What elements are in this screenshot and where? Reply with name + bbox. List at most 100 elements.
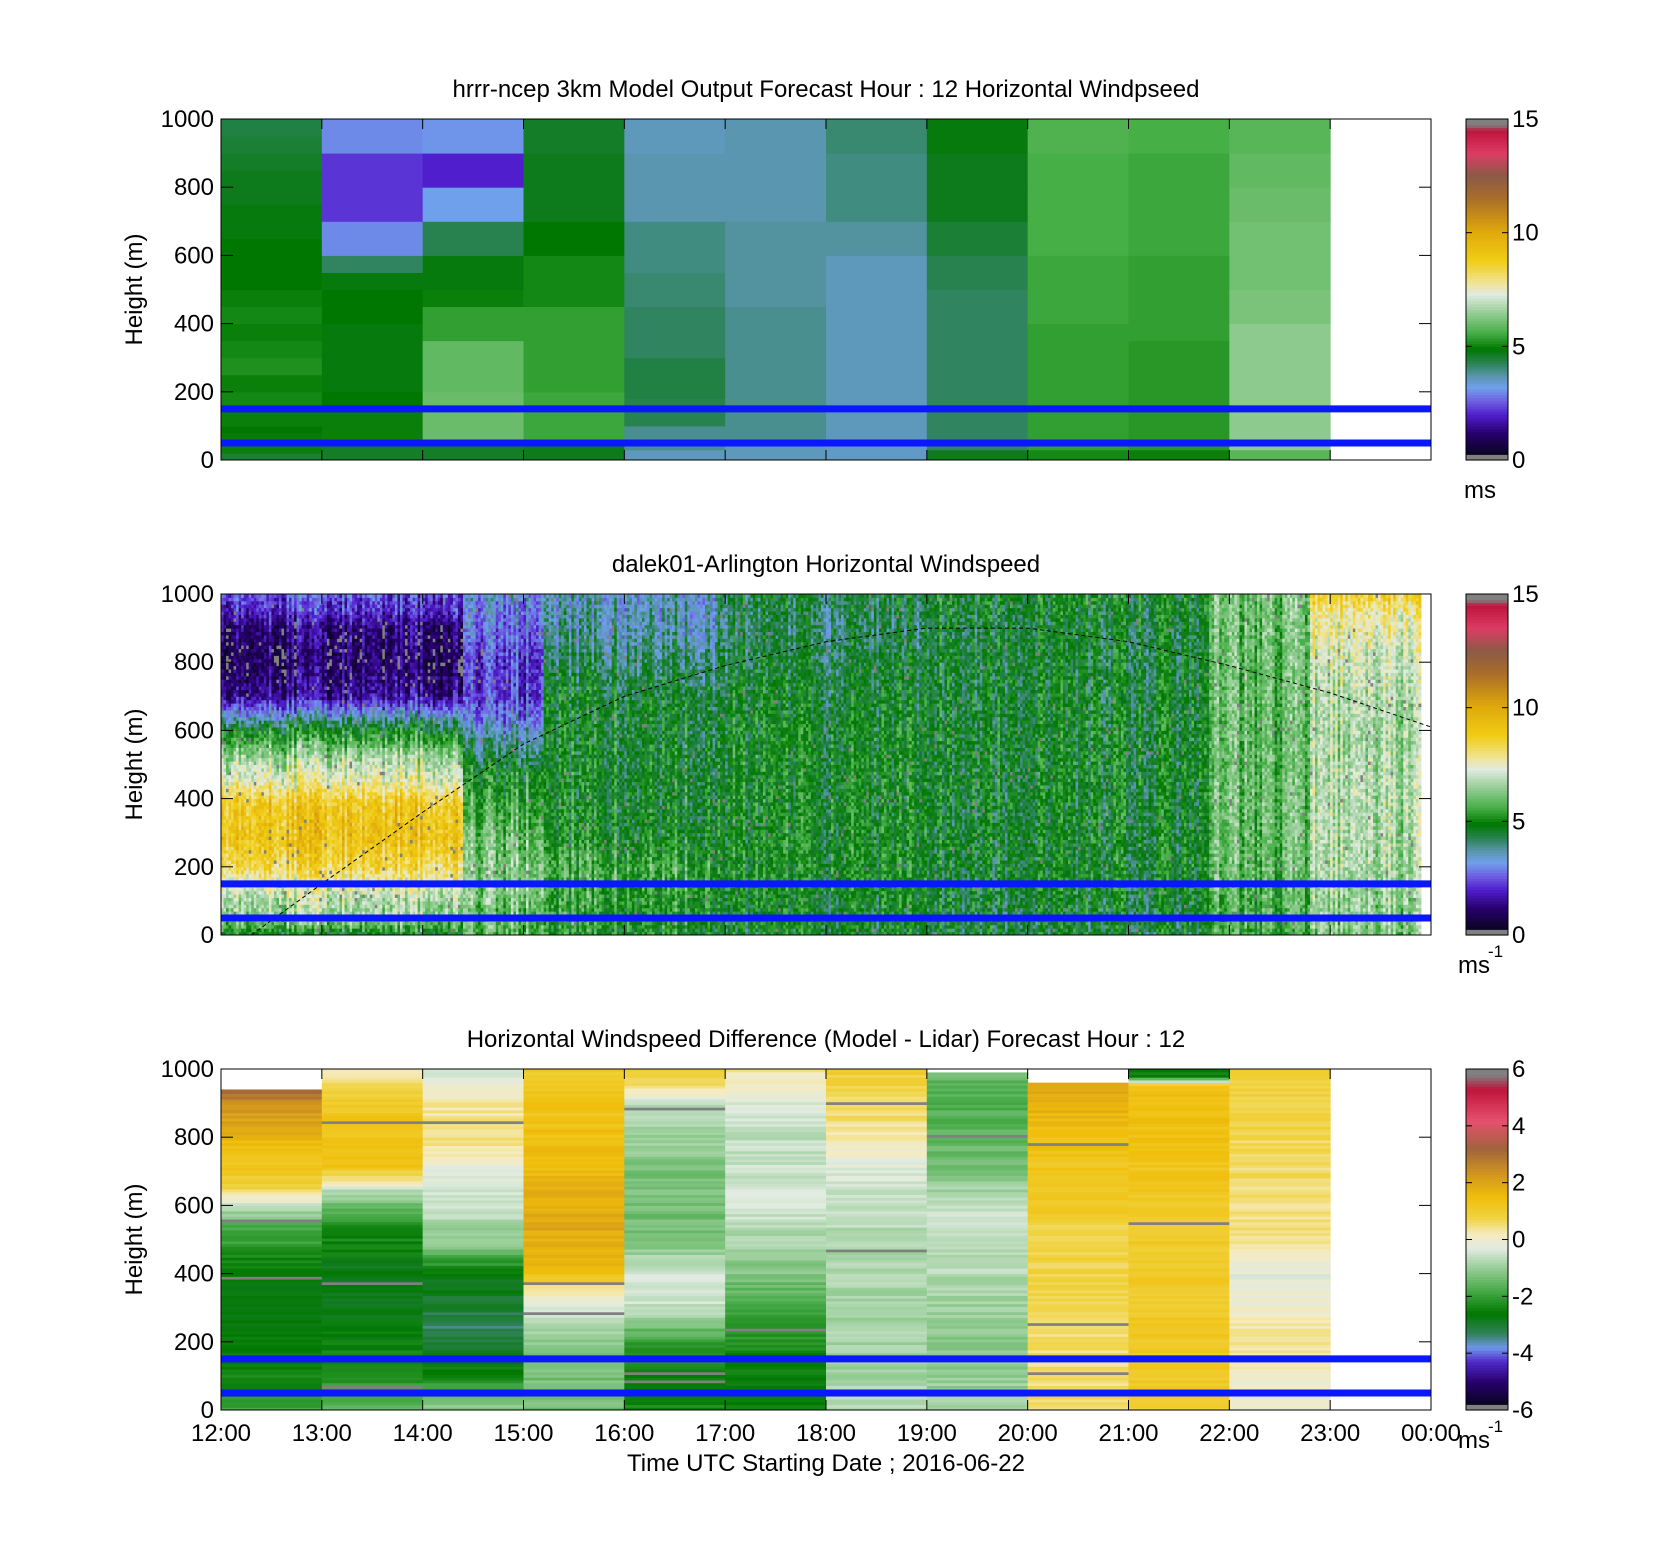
heatmap-cell — [725, 358, 826, 440]
heatmap-cell — [322, 153, 423, 222]
heatmap-cell — [221, 446, 322, 453]
heatmap-cell — [322, 221, 423, 256]
panel-title: hrrr-ncep 3km Model Output Forecast Hour… — [453, 76, 1200, 103]
heatmap-cell — [1229, 119, 1330, 154]
heatmap-cell — [221, 453, 322, 460]
heatmap-cell — [1229, 187, 1330, 222]
heatmap-cell — [221, 153, 322, 171]
heatmap-cell — [725, 255, 826, 307]
heatmap-cell — [1129, 187, 1230, 256]
heatmap-cell — [1229, 450, 1330, 461]
heatmap-cell — [221, 170, 322, 188]
heatmap-cell — [221, 358, 322, 376]
heatmap-cell — [826, 307, 927, 359]
heatmap-cell — [221, 341, 322, 359]
heatmap-cell — [927, 358, 1028, 427]
heatmap-cell — [221, 136, 322, 154]
heatmap-cell — [524, 392, 625, 440]
heatmap-cell — [423, 290, 524, 308]
heatmap-cell — [826, 221, 927, 256]
heatmap-cell — [1028, 187, 1129, 256]
colorbar-tick-label: 15 — [1512, 106, 1539, 133]
heatmap-cell — [221, 433, 322, 440]
heatmap-cell — [927, 290, 1028, 359]
heatmap-cell — [423, 187, 524, 222]
heatmap-cell — [826, 153, 927, 222]
figure: 02004006008001000hrrr-ncep 3km Model Out… — [0, 0, 1680, 1561]
y-tick-label: 0 — [201, 447, 214, 474]
heatmap-cell — [322, 341, 423, 393]
heatmap-cell — [1129, 255, 1230, 341]
heatmap-cell — [725, 119, 826, 154]
colorbar-step — [1466, 119, 1508, 122]
heatmap-cell — [624, 221, 725, 273]
heatmap-cell — [423, 307, 524, 342]
heatmap-cell — [927, 119, 1028, 154]
y-tick-label: 400 — [174, 311, 214, 338]
heatmap-cell — [322, 255, 423, 273]
heatmap-cell — [1129, 119, 1230, 154]
heatmap-cell — [927, 450, 1028, 461]
y-axis-label: Height (m) — [121, 233, 148, 345]
heatmap-cell — [1229, 153, 1330, 188]
heatmap-cell — [423, 341, 524, 393]
heatmap-cell — [725, 153, 826, 222]
heatmap-cell — [423, 392, 524, 440]
heatmap-cell — [1028, 255, 1129, 324]
heatmap-cell — [927, 255, 1028, 290]
heatmap-cell — [624, 358, 725, 399]
colorbar-tick-label: 10 — [1512, 220, 1539, 247]
heatmap-cell — [221, 272, 322, 290]
heatmap-cell — [1028, 324, 1129, 451]
heatmap-cell — [221, 426, 322, 433]
heatmap-cell — [221, 290, 322, 308]
heatmap-cell — [524, 221, 625, 256]
heatmap-cell — [524, 307, 625, 393]
heatmap-cell — [423, 153, 524, 188]
heatmap-cell — [423, 119, 524, 154]
heatmap-cell — [221, 255, 322, 273]
heatmap-cell — [1129, 341, 1230, 451]
heatmap-cell — [1028, 450, 1129, 461]
heatmap-cell — [221, 119, 322, 137]
heatmap-cell — [927, 426, 1028, 450]
heatmap-cell — [1028, 119, 1129, 154]
heatmap-cell — [322, 409, 423, 440]
heatmap-cell — [1229, 221, 1330, 290]
y-tick-label: 600 — [174, 242, 214, 269]
heatmap-cell — [423, 255, 524, 290]
heatmap-cell — [1028, 153, 1129, 188]
heatmap-cell — [221, 324, 322, 342]
heatmap-cell — [322, 324, 423, 342]
heatmap-cell — [624, 450, 725, 461]
heatmap-cell — [624, 153, 725, 222]
heatmap-cell — [322, 119, 423, 154]
heatmap-cell — [624, 272, 725, 307]
heatmap-cell — [624, 399, 725, 427]
heatmap-cell — [524, 255, 625, 307]
colorbar-tick-label: 5 — [1512, 333, 1525, 360]
heatmap-cell — [826, 358, 927, 393]
y-tick-label: 1000 — [161, 106, 214, 133]
heatmap-cell — [826, 255, 927, 307]
heatmap-cell — [524, 119, 625, 154]
heatmap-cell — [524, 153, 625, 222]
heatmap-cell — [221, 221, 322, 239]
heatmap-cell — [221, 238, 322, 256]
heatmap-cell — [624, 426, 725, 450]
heatmap-cell — [322, 290, 423, 325]
heatmap-cell — [322, 272, 423, 290]
heatmap-cell — [221, 307, 322, 325]
heatmap-cell — [423, 221, 524, 256]
heatmap-cell — [1229, 324, 1330, 451]
heatmap-cell — [725, 221, 826, 256]
y-tick-label: 200 — [174, 379, 214, 406]
heatmap-cell — [221, 204, 322, 222]
colorbar-tick-label: 0 — [1512, 447, 1525, 474]
heatmap-cell — [221, 375, 322, 393]
heatmap-cell — [1129, 450, 1230, 461]
heatmap-cell — [927, 221, 1028, 256]
heatmap-cell — [624, 307, 725, 359]
